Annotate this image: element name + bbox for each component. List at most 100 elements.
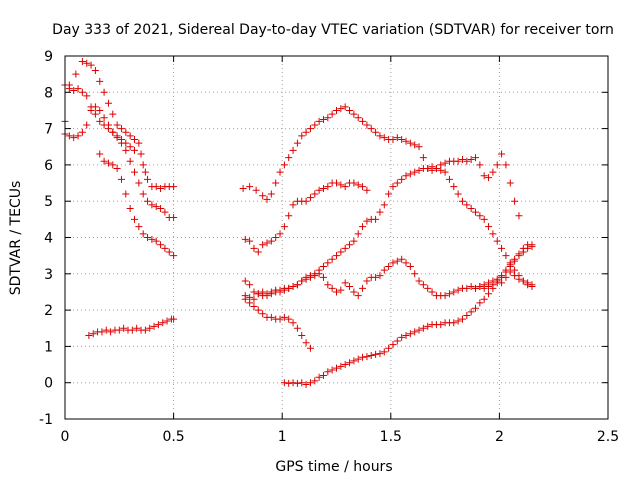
data-point: [144, 197, 152, 205]
data-point: [515, 212, 523, 220]
data-point: [324, 281, 332, 289]
data-point: [141, 326, 149, 334]
data-point: [96, 117, 104, 125]
data-point: [454, 157, 462, 165]
data-point: [289, 319, 297, 327]
data-point: [376, 350, 384, 358]
data-point: [363, 217, 371, 225]
data-point: [324, 368, 332, 376]
data-point: [96, 106, 104, 114]
data-point: [109, 110, 117, 118]
data-point: [263, 239, 271, 247]
data-point: [131, 215, 139, 223]
data-point: [480, 172, 488, 180]
data-point: [506, 261, 514, 269]
data-point: [463, 201, 471, 209]
series-track-6: [239, 103, 523, 220]
data-point: [98, 328, 106, 336]
data-point: [489, 284, 497, 292]
data-point: [246, 281, 254, 289]
data-point: [319, 273, 327, 281]
data-point: [311, 190, 319, 198]
data-point: [441, 168, 449, 176]
data-point: [328, 366, 336, 374]
data-point: [380, 348, 388, 356]
plot-frame: [64, 55, 609, 420]
data-point: [276, 315, 284, 323]
data-point: [78, 128, 86, 136]
data-point: [157, 241, 165, 249]
data-point: [241, 295, 249, 303]
data-point: [363, 353, 371, 361]
data-point: [89, 330, 97, 338]
data-point: [254, 248, 262, 256]
data-point: [280, 223, 288, 231]
data-point: [380, 134, 388, 142]
data-point: [341, 244, 349, 252]
data-point: [380, 201, 388, 209]
data-point: [100, 157, 108, 165]
data-point: [285, 284, 293, 292]
data-point: [472, 154, 480, 162]
data-point: [389, 183, 397, 191]
data-point: [454, 190, 462, 198]
y-tick-label: 0: [44, 376, 53, 392]
data-point: [246, 299, 254, 307]
data-point: [498, 150, 506, 158]
data-point: [450, 319, 458, 327]
data-point: [289, 201, 297, 209]
data-point: [398, 175, 406, 183]
axes: 0 0.5 1 1.5 2 2.5 -1 0 1 2 3 4 5 6 7 8 9: [39, 49, 619, 445]
data-point: [472, 208, 480, 216]
data-point: [293, 281, 301, 289]
data-point: [126, 157, 134, 165]
data-point: [354, 355, 362, 363]
data-point: [463, 157, 471, 165]
data-point: [293, 139, 301, 147]
series-track-1: [61, 57, 178, 192]
data-point: [337, 286, 345, 294]
data-point: [476, 299, 484, 307]
data-point: [285, 154, 293, 162]
data-point: [83, 121, 91, 129]
data-point: [328, 110, 336, 118]
data-point: [285, 379, 293, 387]
data-point: [139, 190, 147, 198]
data-point: [148, 201, 156, 209]
data-point: [289, 379, 297, 387]
data-point: [406, 330, 414, 338]
data-point: [393, 179, 401, 187]
data-point: [293, 379, 301, 387]
data-point: [267, 313, 275, 321]
data-point: [372, 215, 380, 223]
data-point: [250, 302, 258, 310]
data-point: [415, 326, 423, 334]
data-point: [441, 159, 449, 167]
data-point: [272, 179, 280, 187]
data-point: [91, 103, 99, 111]
data-point: [380, 266, 388, 274]
data-point: [78, 57, 86, 65]
data-point: [100, 88, 108, 96]
data-point: [467, 204, 475, 212]
data-point: [519, 277, 527, 285]
data-point: [131, 135, 139, 143]
data-point: [272, 286, 280, 294]
series-track-9: [241, 255, 536, 303]
data-point: [502, 252, 510, 260]
data-point: [259, 241, 267, 249]
data-point: [83, 59, 91, 67]
data-point: [454, 317, 462, 325]
data-point: [476, 283, 484, 291]
data-point: [259, 310, 267, 318]
data-point: [441, 292, 449, 300]
data-point: [350, 179, 358, 187]
data-point: [424, 322, 432, 330]
data-point: [502, 266, 510, 274]
data-point: [402, 172, 410, 180]
data-point: [298, 332, 306, 340]
data-point: [315, 270, 323, 278]
data-point: [402, 332, 410, 340]
data-point: [463, 284, 471, 292]
data-point: [493, 275, 501, 283]
